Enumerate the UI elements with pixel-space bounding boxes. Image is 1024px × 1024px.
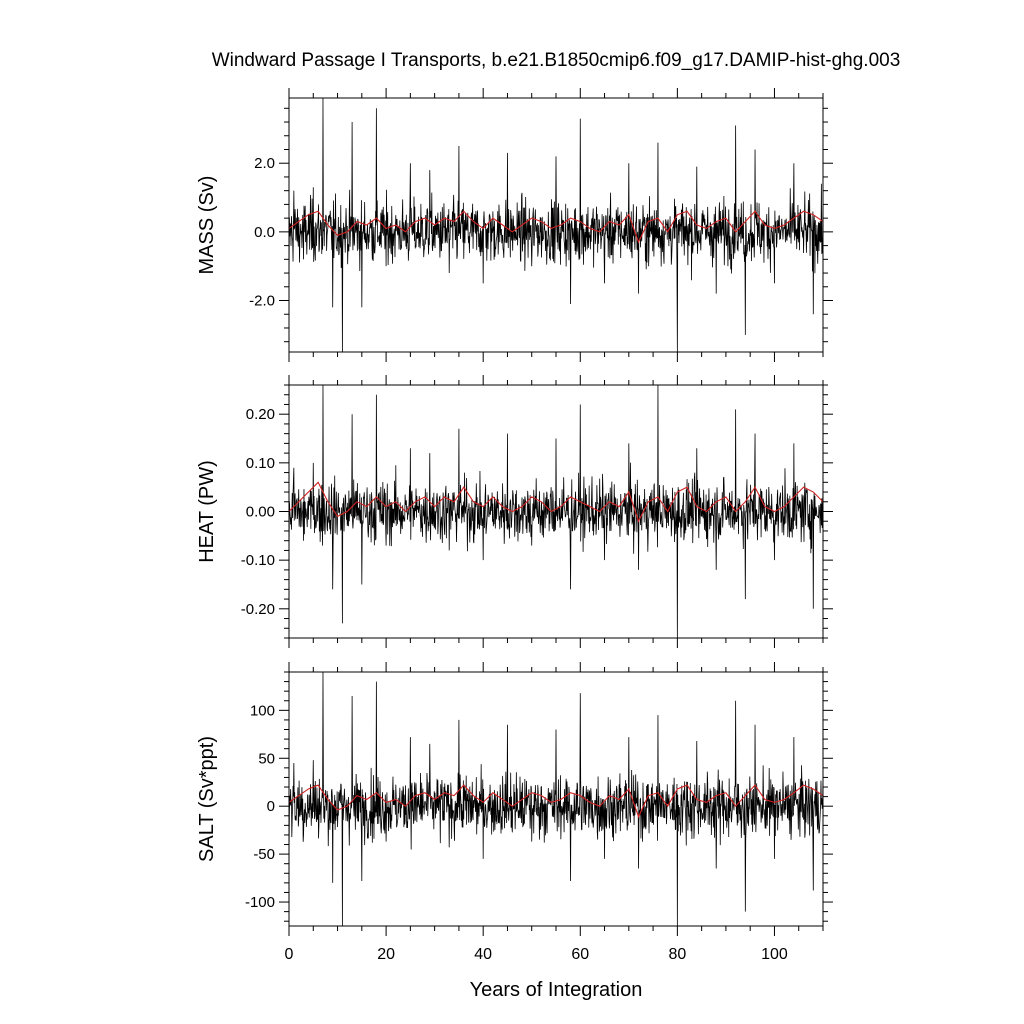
series-monthly-line [289, 98, 823, 352]
chart-title: Windward Passage I Transports, b.e21.B18… [212, 50, 901, 71]
panel-1: 0.20 0.10 0.00 -0.10 -0.20 HEAT (PW) [196, 375, 833, 648]
panels: 2.0 0.0 -2.0 MASS (Sv) 0.20 0.10 0.00 -0.10 -0.2… [196, 88, 833, 963]
y-axis-label: MASS (Sv) [196, 176, 218, 275]
y-tick-label: -2.0 [249, 293, 275, 310]
y-tick-label: 0.20 [246, 406, 275, 423]
panel-0: 2.0 0.0 -2.0 MASS (Sv) [196, 88, 833, 362]
y-tick-label: 0.0 [254, 224, 275, 241]
y-axis-label: SALT (Sv*ppt) [196, 736, 218, 862]
y-tick-label: 2.0 [254, 155, 275, 172]
y-tick-label: -100 [245, 894, 275, 911]
series-annual-line [289, 784, 823, 819]
x-tick-label: 100 [761, 946, 788, 963]
x-axis-label: Years of Integration [470, 979, 643, 1001]
y-tick-label: 100 [250, 702, 275, 719]
panel-2: 100 50 0 -50 -100 SALT (Sv*ppt) 0 20 40 60 80 100 [196, 662, 833, 963]
x-tick-label: 20 [377, 946, 395, 963]
y-tick-label: -0.20 [241, 601, 275, 618]
y-tick-label: 0.10 [246, 455, 275, 472]
x-tick-label: 60 [571, 946, 589, 963]
y-tick-label: 0 [267, 798, 275, 815]
y-axis-label: HEAT (PW) [196, 460, 218, 563]
y-tick-label: -0.10 [241, 552, 275, 569]
x-tick-label: 0 [285, 946, 294, 963]
x-tick-label: 80 [668, 946, 686, 963]
y-tick-label: 0.00 [246, 504, 275, 521]
series-annual-line [289, 481, 823, 523]
y-tick-label: 50 [258, 750, 275, 767]
series-monthly-line [289, 385, 823, 638]
x-tick-label: 40 [474, 946, 492, 963]
series-annual-line [289, 210, 823, 244]
y-tick-label: -50 [253, 846, 275, 863]
series-monthly-line [289, 672, 823, 926]
